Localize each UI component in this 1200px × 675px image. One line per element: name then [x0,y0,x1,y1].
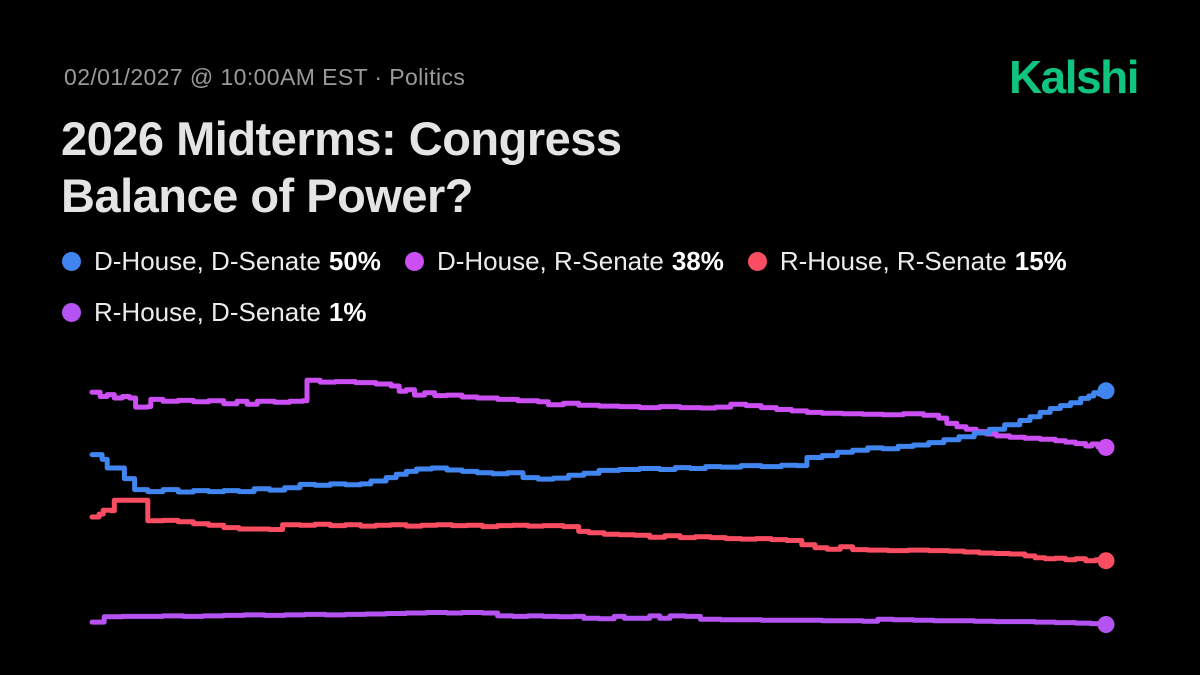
timestamp-category: 02/01/2027 @ 10:00AM EST · Politics [64,64,466,90]
series-color-dot [62,303,81,322]
series-line [89,377,1109,450]
title-line-1: 2026 Midterms: Congress [61,112,622,165]
series-label: R-House, R-Senate 15% [780,246,1067,277]
series-value: 38% [671,246,724,276]
title-line-2: Balance of Power? [61,169,474,222]
series-value: 50% [328,246,381,276]
series-value: 15% [1014,246,1067,276]
series-line [89,497,1109,564]
series-label: R-House, D-Senate 1% [94,297,366,328]
series-name: R-House, R-Senate [779,246,1007,276]
series-name: R-House, D-Senate [94,297,321,327]
series-label: D-House, D-Senate 50% [94,246,381,277]
series-line [89,610,1109,627]
series-end-dot [1097,382,1115,400]
legend-item: D-House, R-Senate 38% [404,246,724,277]
legend-item: R-House, D-Senate 1% [62,297,366,328]
series-label: D-House, R-Senate 38% [437,246,724,277]
series-line [89,388,1109,495]
page-title: 2026 Midterms: Congress Balance of Power… [61,110,921,224]
legend-item: R-House, R-Senate 15% [747,246,1067,277]
series-color-dot [404,252,424,271]
balance-of-power-line-chart [89,377,1115,633]
series-name: D-House, R-Senate [436,246,664,276]
series-value: 1% [328,297,367,327]
series-end-dot [1097,616,1115,633]
series-color-dot [62,252,81,271]
series-end-dot [1097,552,1115,570]
kalshi-logo: Kalshi [1008,51,1140,103]
series-color-dot [747,252,767,271]
chart-legend: D-House, D-Senate 50% D-House, R-Senate 38%… [62,246,1152,328]
legend-item: D-House, D-Senate 50% [62,246,381,277]
series-name: D-House, D-Senate [94,246,321,276]
series-end-dot [1097,438,1115,456]
